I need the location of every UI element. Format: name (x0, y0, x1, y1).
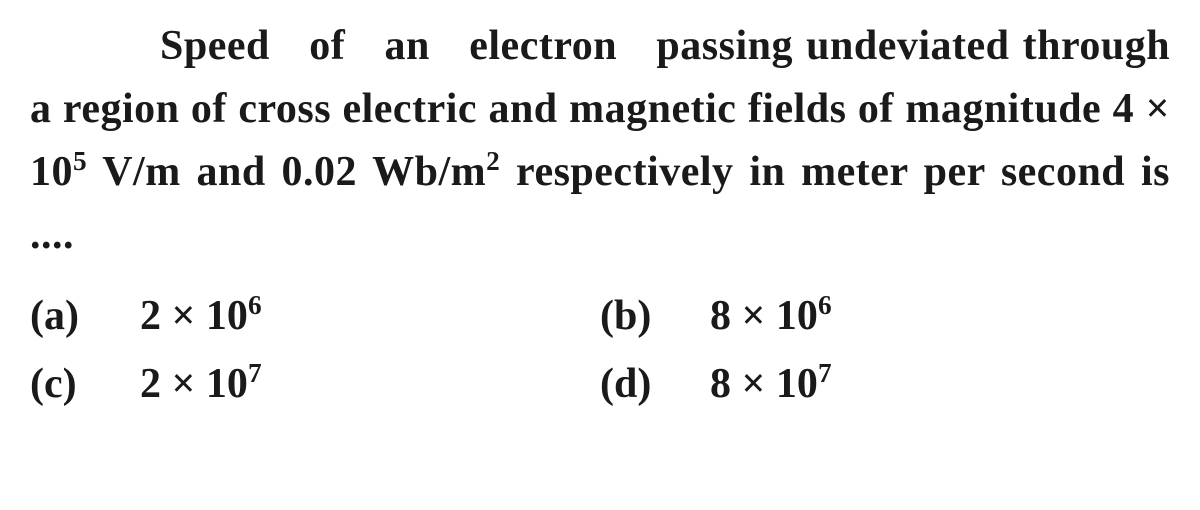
option-label: (b) (600, 292, 710, 340)
option-base: 2 × 10 (140, 293, 248, 339)
option-exp: 7 (248, 358, 262, 388)
option-b: (b) 8 × 106 (600, 292, 1170, 340)
option-exp: 6 (818, 290, 832, 320)
option-base: 2 × 10 (140, 361, 248, 407)
question-fragment: electron (469, 23, 617, 69)
question-fragment: V/m and 0.02 Wb/m (87, 149, 486, 195)
option-value: 2 × 107 (140, 360, 262, 408)
question-fragment: of (309, 23, 345, 69)
option-d: (d) 8 × 107 (600, 360, 1170, 408)
physics-question-block: Speed of an electron passing undeviated … (30, 15, 1170, 408)
option-value: 8 × 106 (710, 292, 832, 340)
option-label: (d) (600, 360, 710, 408)
question-fragment: an (385, 23, 430, 69)
option-value: 2 × 106 (140, 292, 262, 340)
option-label: (c) (30, 360, 140, 408)
exponent: 5 (73, 146, 87, 176)
option-value: 8 × 107 (710, 360, 832, 408)
exponent: 2 (486, 146, 500, 176)
option-base: 8 × 10 (710, 361, 818, 407)
question-fragment: passing (656, 23, 793, 69)
option-a: (a) 2 × 106 (30, 292, 600, 340)
question-fragment: Speed (160, 23, 270, 69)
option-c: (c) 2 × 107 (30, 360, 600, 408)
option-base: 8 × 10 (710, 293, 818, 339)
options-grid: (a) 2 × 106 (b) 8 × 106 (c) 2 × 107 (d) … (30, 292, 1170, 408)
option-exp: 7 (818, 358, 832, 388)
option-label: (a) (30, 292, 140, 340)
question-text: Speed of an electron passing undeviated … (30, 15, 1170, 267)
option-exp: 6 (248, 290, 262, 320)
